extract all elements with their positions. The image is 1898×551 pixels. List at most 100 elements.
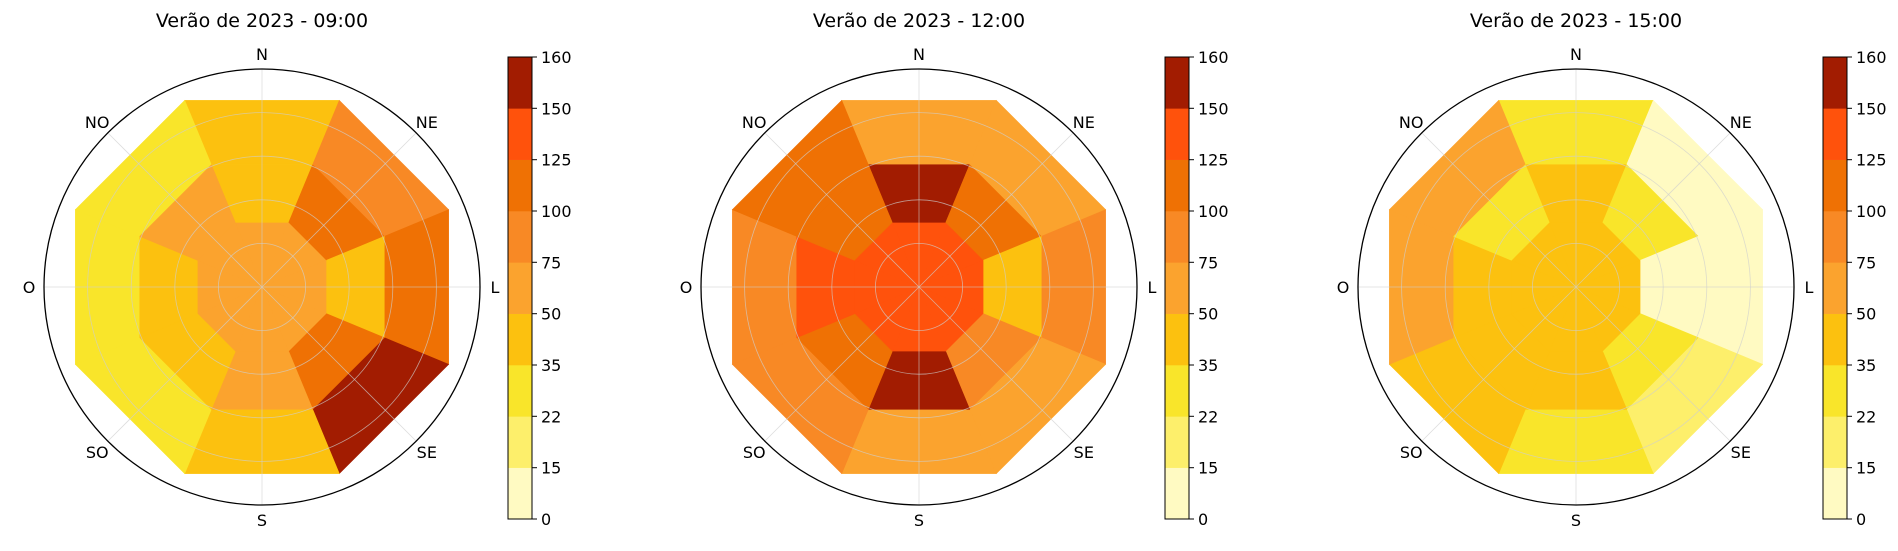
polar-frame <box>43 68 481 506</box>
colorbar-tick-label: 160 <box>1198 48 1229 67</box>
direction-label-se: SE <box>417 443 437 462</box>
colorbar-frame <box>1822 56 1848 520</box>
colorbar-band-8 <box>1823 108 1847 160</box>
direction-label-ne: NE <box>416 113 438 132</box>
direction-label-se: SE <box>1074 443 1094 462</box>
colorbar-tick-label: 75 <box>541 253 561 272</box>
grid-spoke-4 <box>261 286 417 442</box>
direction-label-n: N <box>913 45 925 64</box>
colorbar-tick-label: 125 <box>541 151 572 170</box>
colorbar-tick-label: 100 <box>1856 202 1887 221</box>
colorbar-band-2 <box>1823 416 1847 468</box>
colorbar-tick-label: 22 <box>1198 407 1218 426</box>
direction-label-ne: NE <box>1730 113 1752 132</box>
direction-label-n: N <box>1570 45 1582 64</box>
grid-spoke-4 <box>918 286 1074 442</box>
direction-label-o: O <box>680 278 693 297</box>
colorbar-tick-label: 50 <box>1198 305 1218 324</box>
colorbar-band-8 <box>508 108 532 160</box>
direction-label-n: N <box>256 45 268 64</box>
colorbar-tick-label: 150 <box>1198 99 1229 118</box>
colorbar-tick-label: 100 <box>541 202 572 221</box>
direction-label-ne: NE <box>1073 113 1095 132</box>
grid-spoke-2 <box>1575 132 1731 288</box>
colorbar-band-1 <box>1823 467 1847 520</box>
direction-label-so: SO <box>86 443 109 462</box>
direction-label-l: L <box>1148 278 1157 297</box>
colorbar-band-3 <box>1823 365 1847 417</box>
direction-label-s: S <box>257 511 267 530</box>
direction-label-s: S <box>914 511 924 530</box>
colorbar-band-4 <box>1823 313 1847 366</box>
colorbar-band-2 <box>508 416 532 468</box>
colorbar-tick-label: 0 <box>1198 510 1208 529</box>
colorbar-tick-label: 35 <box>1856 356 1876 375</box>
colorbar-frame <box>1164 56 1190 520</box>
colorbar-band-4 <box>1165 313 1189 366</box>
colorbar-tick-label: 125 <box>1856 151 1887 170</box>
grid-spoke-6 <box>764 286 920 442</box>
chart-title: Verão de 2023 - 15:00 <box>1470 10 1682 32</box>
colorbar-tick-label: 15 <box>541 459 561 478</box>
colorbar-tick-label: 50 <box>541 305 561 324</box>
colorbar-tick-label: 75 <box>1198 253 1218 272</box>
direction-label-s: S <box>1571 511 1581 530</box>
colorbar-tick-label: 75 <box>1856 253 1876 272</box>
colorbar-band-7 <box>1165 159 1189 212</box>
colorbar-tick-label: 22 <box>541 407 561 426</box>
direction-label-no: NO <box>742 113 767 132</box>
colorbar-band-5 <box>508 262 532 314</box>
direction-label-se: SE <box>1731 443 1751 462</box>
colorbar-band-9 <box>1165 57 1189 109</box>
grid-spoke-8 <box>764 132 920 288</box>
colorbar-band-7 <box>508 159 532 212</box>
colorbar-tick-label: 50 <box>1856 305 1876 324</box>
colorbar-band-3 <box>1165 365 1189 417</box>
colorbar-band-9 <box>508 57 532 109</box>
chart-title: Verão de 2023 - 09:00 <box>156 10 368 32</box>
colorbar-band-4 <box>508 313 532 366</box>
polar-panel-2: Verão de 2023 - 12:00NNELSESSOONO1601501… <box>680 10 1229 530</box>
colorbar-band-8 <box>1165 108 1189 160</box>
direction-label-so: SO <box>1400 443 1423 462</box>
grid-spoke-6 <box>107 286 263 442</box>
colorbar-tick-label: 160 <box>1856 48 1887 67</box>
grid-spoke-2 <box>261 132 417 288</box>
colorbar-band-1 <box>1165 467 1189 520</box>
grid-spoke-8 <box>107 132 263 288</box>
colorbar-tick-label: 160 <box>541 48 572 67</box>
colorbar-tick-label: 15 <box>1856 459 1876 478</box>
colorbar-tick-label: 15 <box>1198 459 1218 478</box>
direction-label-l: L <box>1805 278 1814 297</box>
chart-title: Verão de 2023 - 12:00 <box>813 10 1025 32</box>
grid-spoke-2 <box>918 132 1074 288</box>
colorbar-tick-label: 22 <box>1856 407 1876 426</box>
polar-panel-1: Verão de 2023 - 09:00NNELSESSOONO1601501… <box>23 10 572 530</box>
colorbar-band-3 <box>508 365 532 417</box>
colorbar-band-6 <box>508 211 532 263</box>
colorbar-tick-label: 125 <box>1198 151 1229 170</box>
direction-label-no: NO <box>1399 113 1424 132</box>
colorbar-band-5 <box>1823 262 1847 314</box>
polar-frame <box>700 68 1138 506</box>
colorbar-tick-label: 0 <box>1856 510 1866 529</box>
polar-panel-3: Verão de 2023 - 15:00NNELSESSOONO1601501… <box>1337 10 1887 530</box>
colorbar-band-1 <box>508 467 532 520</box>
direction-label-o: O <box>1337 278 1350 297</box>
colorbar-tick-label: 150 <box>1856 99 1887 118</box>
direction-label-so: SO <box>743 443 766 462</box>
polar-frame <box>1357 68 1795 506</box>
direction-label-o: O <box>23 278 36 297</box>
direction-label-l: L <box>491 278 500 297</box>
colorbar-band-5 <box>1165 262 1189 314</box>
colorbar-band-7 <box>1823 159 1847 212</box>
colorbar-band-6 <box>1165 211 1189 263</box>
grid-spoke-8 <box>1421 132 1577 288</box>
colorbar-tick-label: 35 <box>541 356 561 375</box>
colorbar-band-2 <box>1165 416 1189 468</box>
grid-spoke-4 <box>1575 286 1731 442</box>
